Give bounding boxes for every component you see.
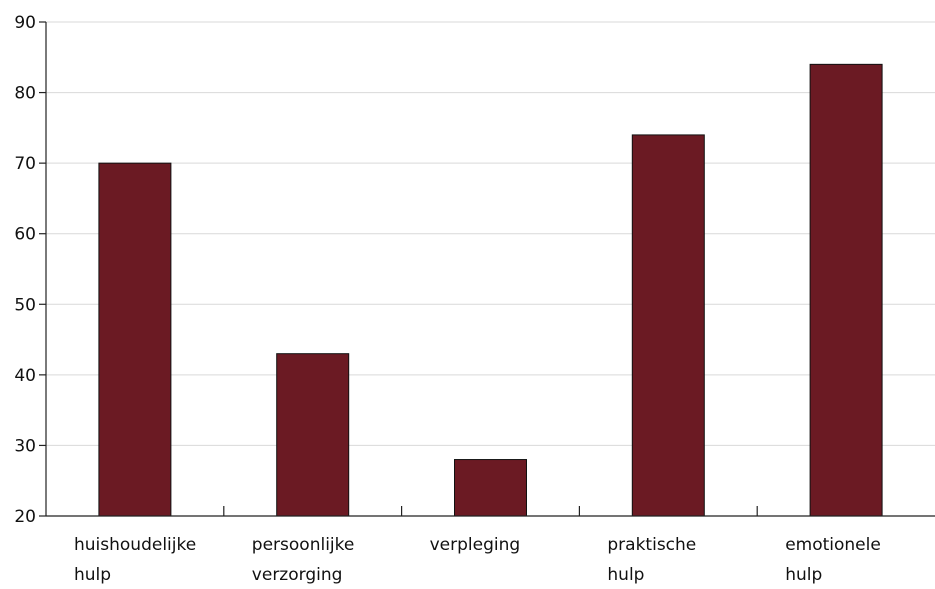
y-tick-label: 30 <box>14 436 36 456</box>
y-tick-label: 40 <box>14 366 36 386</box>
y-tick-label: 50 <box>14 295 36 315</box>
gridlines <box>46 21 935 446</box>
y-tick-labels: 20 30 40 50 60 70 80 90 <box>14 13 36 527</box>
bar <box>809 63 883 517</box>
y-tick-label: 70 <box>14 154 36 174</box>
y-tick-label: 90 <box>14 13 36 33</box>
bar <box>276 353 350 517</box>
bar <box>631 134 705 517</box>
bar <box>98 162 172 517</box>
x-tick-label: persoonlijke verzorging <box>252 535 355 585</box>
x-tick-label: verpleging <box>430 535 521 555</box>
y-tick-label: 20 <box>14 507 36 527</box>
axes <box>39 21 935 517</box>
bar <box>454 459 527 517</box>
x-tick-label: emotionele hulp <box>785 535 881 585</box>
bars <box>98 63 883 517</box>
y-tick-label: 80 <box>14 84 36 104</box>
x-tick-labels: huishoudelijke hulp persoonlijke verzorging… <box>74 535 881 585</box>
y-tick-label: 60 <box>14 225 36 245</box>
x-tick-label: huishoudelijke hulp <box>74 535 196 585</box>
x-tick-label: praktische hulp <box>607 535 696 585</box>
